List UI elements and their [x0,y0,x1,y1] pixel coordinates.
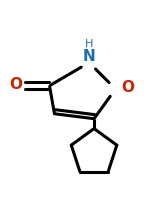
Text: O: O [121,80,134,95]
Text: O: O [9,77,22,92]
Text: H: H [85,39,93,49]
Text: N: N [83,49,96,64]
